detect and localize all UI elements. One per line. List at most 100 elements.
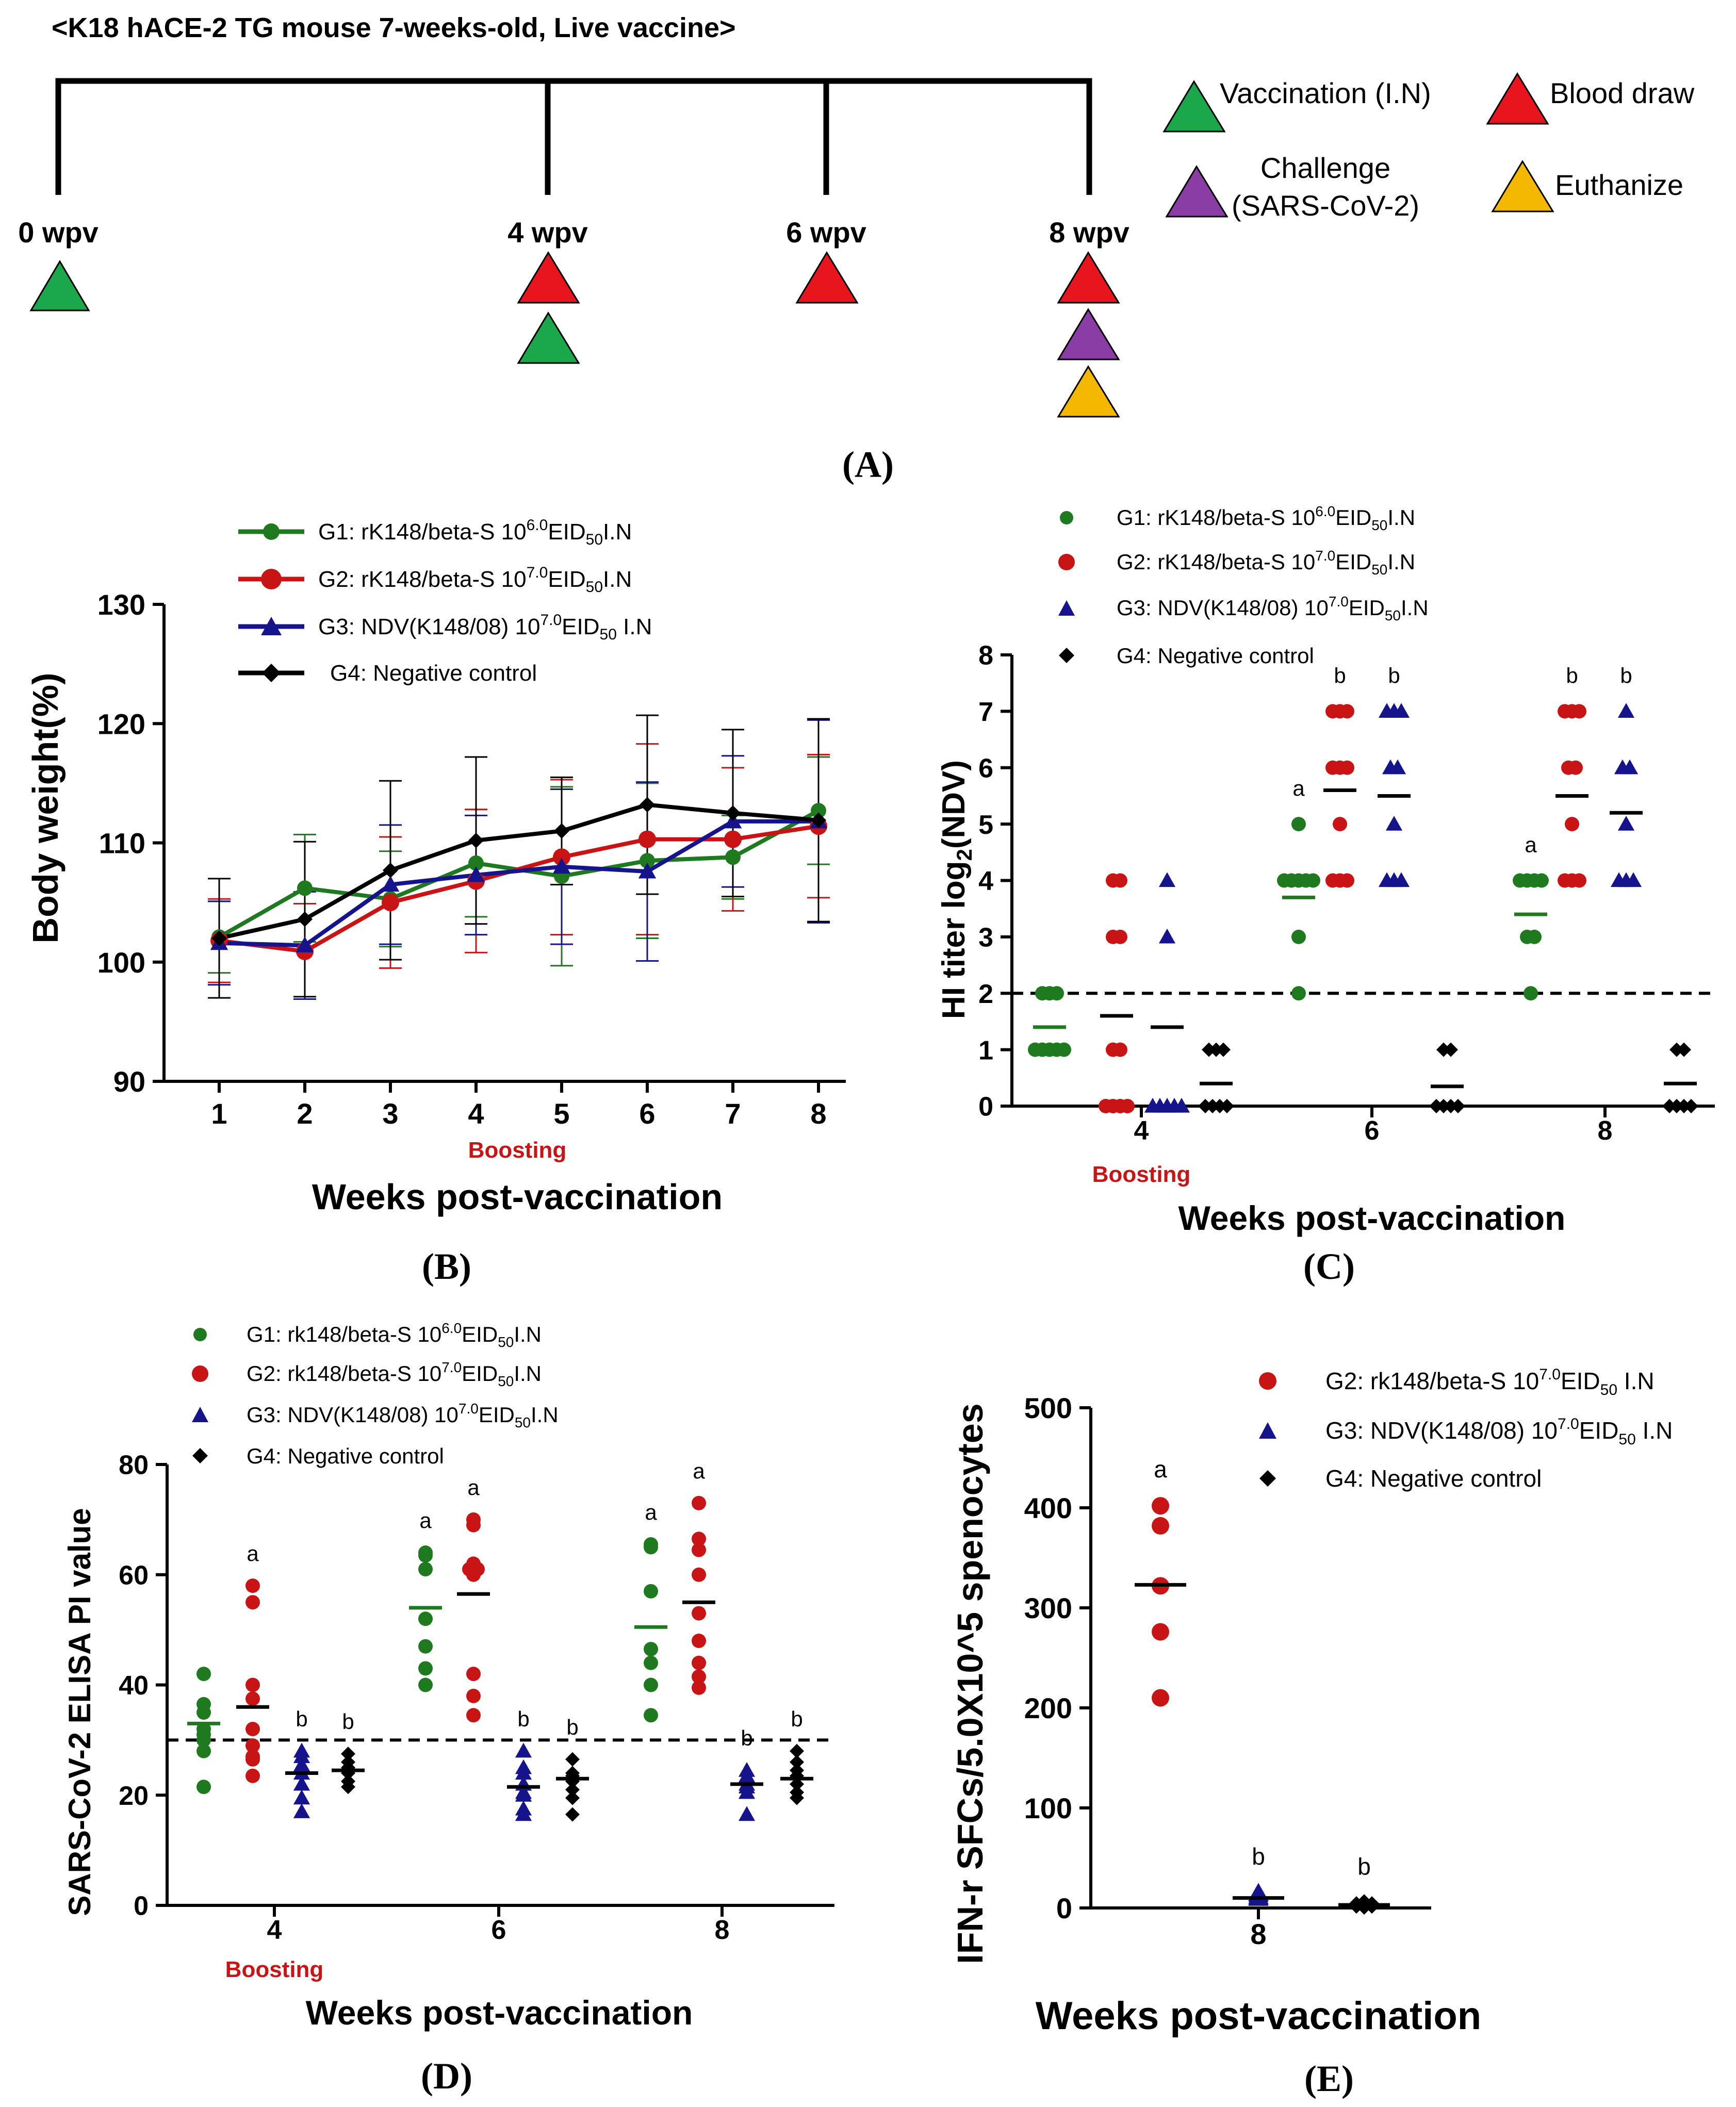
legend-c-g2-label: G2: rK148/beta-S 107.0EID50I.N xyxy=(1117,548,1415,578)
panel-label-e: (E) xyxy=(1304,2058,1354,2099)
legend-challenge-sub: (SARS-CoV-2) xyxy=(1232,189,1419,222)
d-point-g2 xyxy=(692,1669,706,1684)
c-y-tick-label: 2 xyxy=(978,979,993,1009)
d-sig-letter: b xyxy=(566,1715,578,1739)
d-sig-letter: b xyxy=(741,1726,752,1750)
legend-e-g4-marker xyxy=(1259,1470,1276,1487)
d-point-g1 xyxy=(196,1743,211,1758)
b-x-tick-label: 8 xyxy=(810,1097,826,1130)
legend-b-g4-marker xyxy=(262,664,281,682)
c-y-tick-label: 5 xyxy=(978,810,993,840)
legend-c-g4-label: G4: Negative control xyxy=(1117,644,1314,668)
b-x-tick-label: 4 xyxy=(468,1097,484,1130)
legend-e-g2-marker xyxy=(1259,1372,1276,1390)
e-sig-letter: b xyxy=(1252,1843,1265,1870)
d-sig-letter: a xyxy=(693,1459,705,1483)
d-point-g2 xyxy=(692,1655,706,1670)
b-point-g4 xyxy=(725,805,741,821)
blood-draw-marker-6wpv xyxy=(795,251,859,304)
b-point-g3 xyxy=(638,862,657,879)
d-point-g4 xyxy=(790,1755,804,1770)
d-point-g2 xyxy=(692,1495,706,1510)
legend-c-g1-label: G1: rK148/beta-S 106.0EID50I.N xyxy=(1117,503,1415,533)
d-x-axis-title: Weeks post-vaccination xyxy=(306,1994,693,2032)
d-point-g2 xyxy=(466,1518,481,1533)
legend-d-g4-label: G4: Negative control xyxy=(247,1444,444,1468)
b-series-line-g3 xyxy=(219,819,818,948)
legend-d-g4-marker xyxy=(192,1448,208,1463)
d-point-g3 xyxy=(515,1742,532,1758)
d-point-g3 xyxy=(515,1787,532,1802)
c-y-axis-title: HI titer log2(NDV) xyxy=(936,760,976,1019)
c-point-g1 xyxy=(1291,817,1306,832)
e-y-tick-label: 500 xyxy=(1024,1392,1072,1424)
b-x-tick-label: 7 xyxy=(725,1097,741,1130)
d-point-g1 xyxy=(196,1705,211,1720)
d-point-g4 xyxy=(565,1807,580,1822)
c-point-g1 xyxy=(1306,873,1320,888)
c-point-g4 xyxy=(1444,1042,1458,1057)
d-point-g1 xyxy=(644,1584,658,1599)
blood-draw-marker-4wpv xyxy=(517,251,580,304)
d-x-tick-label: 6 xyxy=(492,1915,506,1945)
panel-c-legend: G1: rK148/beta-S 106.0EID50I.N G2: rK148… xyxy=(1058,503,1429,668)
d-sig-letter: b xyxy=(791,1707,803,1731)
d-point-g2 xyxy=(245,1691,260,1706)
c-sig-letter: a xyxy=(1525,833,1537,857)
legend-challenge-marker xyxy=(1165,165,1229,218)
c-point-g3 xyxy=(1621,759,1639,775)
d-point-g2 xyxy=(245,1595,260,1610)
d-point-g2 xyxy=(245,1752,260,1767)
e-y-tick-label: 300 xyxy=(1024,1592,1072,1624)
b-boosting-label: Boosting xyxy=(468,1138,567,1163)
d-point-g2 xyxy=(245,1768,260,1783)
e-point-g2 xyxy=(1152,1497,1169,1515)
c-x-tick-label: 4 xyxy=(1134,1116,1149,1146)
b-point-g4 xyxy=(468,832,484,848)
legend-b-g3-label: G3: NDV(K148/08) 107.0EID50 I.N xyxy=(318,612,652,643)
c-point-g3 xyxy=(1617,816,1635,831)
b-y-tick-label: 90 xyxy=(113,1065,145,1098)
d-point-g1 xyxy=(418,1639,433,1654)
week-label-6: 6 wpv xyxy=(786,216,866,249)
e-sig-letter: a xyxy=(1154,1456,1167,1483)
d-sig-letter: a xyxy=(467,1475,480,1500)
panel-a-timeline: <K18 hACE-2 TG mouse 7-weeks-old, Live v… xyxy=(18,12,1695,418)
d-sig-letter: b xyxy=(296,1707,307,1731)
d-sig-letter: b xyxy=(342,1709,354,1734)
e-y-tick-label: 0 xyxy=(1056,1892,1072,1924)
d-point-g2 xyxy=(692,1680,706,1695)
panel-b-body-weight: G1: rK148/beta-S 106.0EID50I.N G2: rK148… xyxy=(25,517,846,1217)
c-point-g3 xyxy=(1617,703,1635,718)
d-boosting-label: Boosting xyxy=(225,1957,324,1982)
legend-vaccination-marker xyxy=(1162,80,1226,133)
legend-c-g4-marker xyxy=(1059,648,1074,663)
b-y-axis-title: Body weight(%) xyxy=(25,673,65,944)
c-x-axis-title: Weeks post-vaccination xyxy=(1178,1199,1566,1237)
legend-euthanize-marker xyxy=(1491,160,1554,212)
d-point-g3 xyxy=(515,1806,532,1821)
legend-d-g2-marker xyxy=(192,1365,208,1382)
challenge-marker-8wpv xyxy=(1057,308,1120,360)
vaccination-marker-0wpv xyxy=(29,260,90,311)
legend-blood-label: Blood draw xyxy=(1550,77,1695,109)
d-point-g4 xyxy=(341,1747,355,1762)
b-y-tick-label: 130 xyxy=(97,588,145,621)
legend-challenge-label: Challenge xyxy=(1260,152,1390,184)
panel-b-legend: G1: rK148/beta-S 106.0EID50I.N G2: rK148… xyxy=(238,517,652,686)
c-y-tick-label: 6 xyxy=(978,753,993,783)
c-point-g3 xyxy=(1393,872,1410,887)
c-sig-letter: b xyxy=(1388,663,1400,687)
vaccination-marker-4wpv xyxy=(517,311,580,364)
c-point-g2 xyxy=(1568,760,1583,775)
b-point-g1 xyxy=(811,803,826,819)
legend-c-g3-label: G3: NDV(K148/08) 107.0EID50I.N xyxy=(1117,594,1429,623)
legend-b-g2-label: G2: rK148/beta-S 107.0EID50I.N xyxy=(318,564,632,596)
c-sig-letter: b xyxy=(1620,663,1632,687)
c-point-g3 xyxy=(1158,872,1176,887)
d-point-g1 xyxy=(644,1540,658,1555)
legend-vaccination-label: Vaccination (I.N) xyxy=(1220,77,1431,109)
c-point-g2 xyxy=(1340,873,1354,888)
c-point-g3 xyxy=(1625,872,1642,887)
